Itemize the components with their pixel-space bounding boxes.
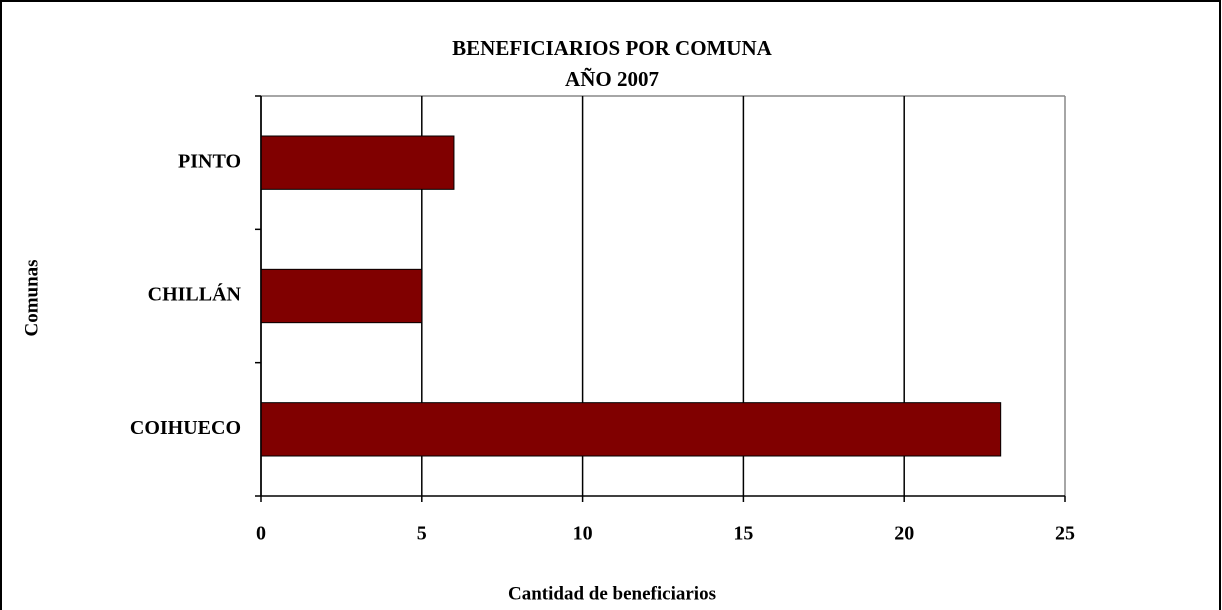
y-axis-label: Comunas bbox=[21, 259, 42, 336]
bar bbox=[260, 135, 455, 190]
x-tick-label: 5 bbox=[417, 523, 427, 545]
y-tick-label: PINTO bbox=[178, 150, 241, 172]
bar bbox=[260, 268, 423, 324]
x-tick-label: 20 bbox=[894, 523, 914, 545]
x-tick-label: 0 bbox=[256, 523, 266, 545]
y-tick-label: COIHUECO bbox=[130, 417, 241, 439]
x-tick-label: 25 bbox=[1055, 523, 1075, 545]
x-tick-label: 15 bbox=[733, 523, 753, 545]
x-tick-label: 10 bbox=[573, 523, 593, 545]
bar bbox=[260, 402, 1002, 457]
y-tick-label: CHILLÁN bbox=[148, 283, 242, 306]
chart-subtitle: AÑO 2007 bbox=[565, 67, 659, 91]
x-axis-label: Cantidad de beneficiarios bbox=[508, 583, 716, 604]
chart-title: BENEFICIARIOS POR COMUNA bbox=[452, 36, 773, 60]
